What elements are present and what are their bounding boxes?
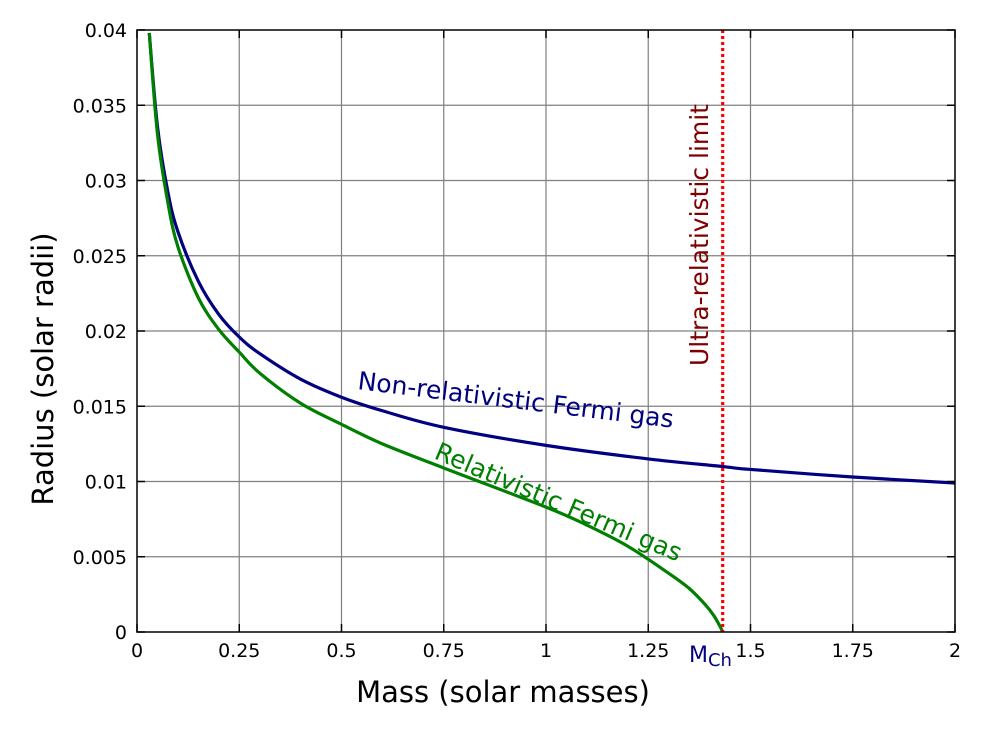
y-tick-label: 0.005 [73, 547, 127, 569]
series-layer [147, 32, 956, 633]
x-axis-label: Mass (solar masses) [356, 675, 650, 709]
series-non-relativistic-line [147, 32, 956, 485]
x-tick-label: 2 [949, 640, 961, 662]
ticks: 0 0.25 0.5 0.75 1 1.25 1.5 1.75 2 0 0.005 0.01 0.015… [73, 20, 961, 662]
series-relativistic-line [147, 32, 725, 633]
y-tick-label: 0.035 [73, 95, 127, 117]
x-tick-label: 0.75 [423, 640, 465, 662]
mch-annotation-main: M [689, 643, 708, 668]
x-tick-label: 1.5 [735, 640, 765, 662]
y-tick-label: 0.03 [85, 171, 127, 193]
x-tick-label: 0 [131, 640, 143, 662]
y-tick-label: 0.015 [73, 396, 127, 418]
x-tick-label: 0.5 [326, 640, 356, 662]
series-label-non-relativistic: Non-relativistic Fermi gas [356, 366, 675, 434]
reference-line-label: Ultra-relativistic limit [685, 104, 714, 366]
y-tick-label: 0.04 [85, 20, 127, 42]
y-tick-label: 0 [115, 622, 127, 644]
y-axis-label: Radius (solar radii) [26, 232, 60, 505]
x-tick-label: 1.75 [832, 640, 874, 662]
mch-annotation-sub: Ch [708, 650, 732, 671]
x-tick-label: 1 [540, 640, 552, 662]
y-tick-label: 0.01 [85, 472, 127, 494]
y-tick-label: 0.025 [73, 246, 127, 268]
mch-annotation: MCh [689, 643, 732, 671]
y-tick-label: 0.02 [85, 321, 127, 343]
x-tick-label: 0.25 [218, 640, 260, 662]
x-tick-label: 1.25 [627, 640, 669, 662]
grid [137, 30, 955, 632]
